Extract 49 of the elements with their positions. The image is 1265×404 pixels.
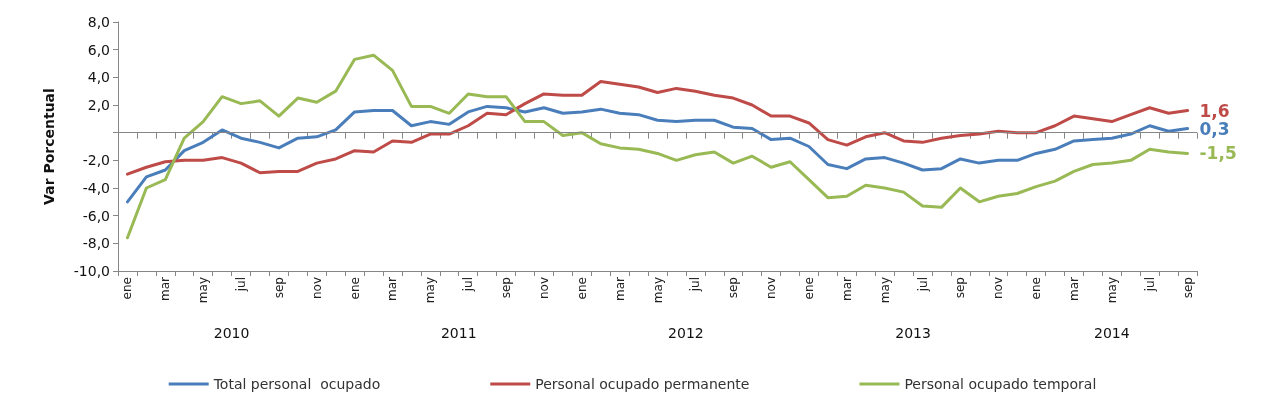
x-tick-label: mar: [1066, 276, 1081, 301]
x-tick-label: jul: [461, 277, 476, 293]
x-tick-label: sep: [499, 277, 514, 299]
x-tick-label: mar: [839, 276, 854, 301]
y-axis-title: Var Porcentual: [41, 88, 57, 205]
y-tick-label: 8,0: [87, 14, 110, 30]
x-tick-label: sep: [726, 277, 741, 299]
text: 2014: [1094, 325, 1130, 341]
x-tick-label: mar: [158, 276, 173, 301]
data-label: -1,5: [1199, 143, 1237, 164]
text: 2013: [895, 325, 931, 341]
x-tick-label: sep: [1180, 277, 1195, 299]
y-tick-label: 6,0: [87, 41, 110, 58]
y-tick-label: 4,0: [87, 69, 110, 86]
text: 2010: [213, 325, 250, 341]
legend-label: Personal ocupado temporal: [904, 376, 1097, 392]
x-tick-label: may: [423, 277, 438, 304]
data-label: 1,6: [1199, 100, 1230, 121]
x-tick-label: may: [650, 277, 665, 304]
x-tick-label: ene: [120, 277, 135, 300]
x-tick-label: may: [1104, 277, 1119, 304]
x-tick-label: mar: [612, 276, 627, 301]
x-tick-label: sep: [271, 277, 286, 299]
x-tick-label: nov: [309, 277, 324, 300]
y-tick-label: -8,0: [82, 235, 110, 252]
legend-label: Total personal ocupado: [212, 376, 381, 392]
x-tick-label: jul: [1142, 277, 1157, 293]
legend-label: Personal ocupado permanente: [535, 376, 750, 392]
text: 2012: [668, 325, 704, 341]
x-tick-label: jul: [688, 277, 703, 293]
x-tick-label: sep: [953, 277, 968, 299]
y-tick-label: -4,0: [82, 180, 110, 196]
y-tick-label: 2,0: [87, 97, 110, 113]
x-tick-label: mar: [385, 276, 400, 301]
x-tick-label: jul: [234, 277, 249, 293]
text: 2011: [440, 325, 477, 341]
x-tick-label: jul: [915, 277, 930, 293]
y-tick-label: -10,0: [73, 263, 110, 279]
x-tick-label: nov: [536, 277, 551, 300]
x-tick-label: may: [877, 277, 892, 304]
y-tick-label: -6,0: [82, 207, 110, 224]
x-tick-label: ene: [801, 277, 816, 300]
x-tick-label: ene: [1029, 277, 1044, 300]
x-tick-label: nov: [991, 277, 1006, 300]
y-tick-label: -2,0: [82, 152, 110, 169]
x-tick-label: nov: [764, 277, 779, 300]
x-tick-label: ene: [574, 277, 589, 300]
x-tick-label: may: [196, 277, 211, 304]
x-tick-label: ene: [347, 277, 362, 300]
